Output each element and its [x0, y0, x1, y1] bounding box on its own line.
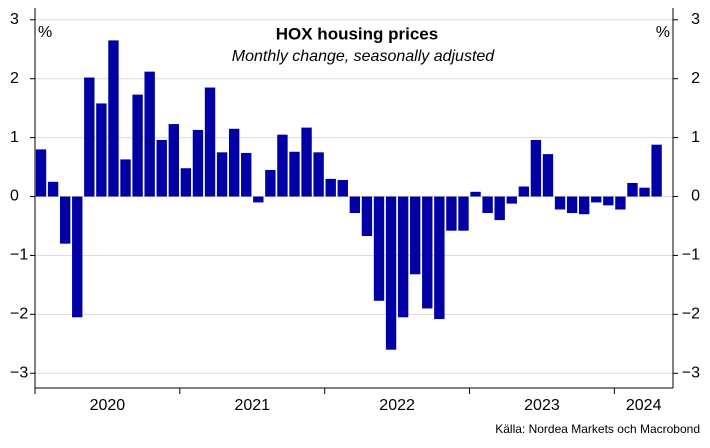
bar [132, 94, 143, 197]
bar [566, 196, 578, 214]
bar [108, 40, 119, 197]
y2-tick-label: 2 [691, 70, 700, 87]
bar [615, 196, 626, 210]
bar [554, 196, 566, 210]
bar [530, 139, 542, 197]
y2-tick-label: 3 [691, 11, 700, 28]
bar [216, 152, 228, 197]
bar [373, 196, 385, 301]
bar [506, 196, 517, 204]
bar [458, 196, 469, 231]
bar [301, 127, 312, 197]
bar [337, 180, 348, 197]
bar [482, 196, 493, 214]
bar [422, 196, 433, 309]
y-tick-label: −3 [10, 364, 28, 381]
bar [204, 87, 216, 197]
x-tick-label: 2023 [524, 397, 560, 414]
bar [361, 196, 373, 236]
bar [96, 103, 107, 197]
bar [120, 159, 131, 197]
y-tick-label: −1 [10, 247, 28, 264]
x-tick-label: 2020 [90, 397, 126, 414]
y2-tick-label: −1 [682, 247, 700, 264]
y-tick-label: 3 [10, 11, 19, 28]
bar [627, 182, 638, 197]
y-unit-right: % [656, 24, 670, 41]
bar [651, 144, 662, 197]
chart-subtitle: Monthly change, seasonally adjusted [232, 48, 495, 65]
bar [603, 196, 614, 206]
y2-tick-label: 0 [691, 188, 700, 205]
bar [59, 196, 71, 244]
bar [72, 196, 83, 318]
y-tick-label: 0 [10, 188, 19, 205]
bar [228, 128, 240, 197]
y-tick-label: −2 [10, 306, 28, 323]
bar [578, 196, 590, 215]
y2-tick-label: −3 [682, 364, 700, 381]
bar [470, 191, 481, 197]
y-tick-label: 1 [10, 129, 19, 146]
y2-tick-label: −2 [682, 306, 700, 323]
bar [253, 196, 264, 203]
bar [313, 152, 324, 197]
bar [289, 151, 300, 197]
x-tick-label: 2021 [234, 397, 270, 414]
y2-tick-label: 1 [691, 129, 700, 146]
bar [591, 196, 602, 203]
bar [265, 170, 276, 197]
source: Källa: Nordea Markets och Macrobond [495, 422, 700, 436]
bar [434, 196, 445, 320]
bar [397, 196, 409, 318]
x-tick-label: 2022 [379, 397, 415, 414]
bar [35, 149, 47, 197]
bar [410, 196, 421, 275]
bar [168, 124, 179, 197]
bar [84, 77, 95, 197]
bar [180, 168, 192, 197]
bar [385, 196, 397, 350]
chart-title: HOX housing prices [276, 24, 438, 43]
x-tick-label: 2024 [626, 397, 662, 414]
bar [144, 71, 155, 197]
bar [349, 196, 361, 214]
bar [518, 186, 530, 197]
bar [639, 187, 650, 197]
bar [192, 129, 204, 197]
bar [494, 196, 505, 221]
bar [542, 154, 554, 197]
y-tick-label: 2 [10, 70, 19, 87]
bar [156, 139, 167, 197]
bar [47, 181, 59, 197]
bar [446, 196, 457, 231]
bar [325, 178, 336, 197]
bar [241, 152, 252, 197]
y-unit-left: % [38, 24, 52, 41]
bar [277, 134, 288, 197]
